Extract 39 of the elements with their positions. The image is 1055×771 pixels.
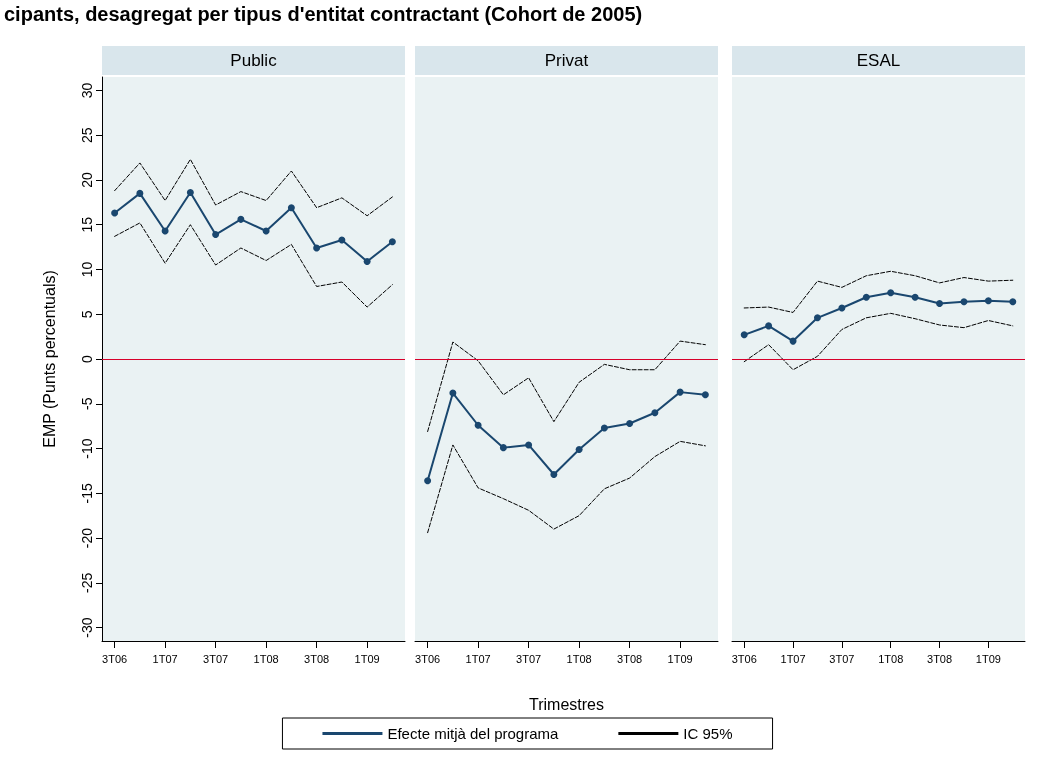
y-tick-label: 15 [79, 216, 95, 233]
x-tick-label: 3T08 [927, 652, 953, 665]
x-tick-label: 1T09 [667, 652, 693, 665]
y-tick-label: 20 [79, 171, 95, 188]
x-tick-label: 1T09 [354, 652, 380, 665]
x-tick-label: 3T06 [102, 652, 128, 665]
y-tick-label: -5 [79, 397, 95, 410]
y-tick-label: 0 [79, 354, 95, 363]
x-tick-label: 3T06 [415, 652, 441, 665]
legend-label: Efecte mitjà del programa [387, 725, 560, 742]
x-tick-label: 3T06 [731, 652, 757, 665]
text: cipants, desagregat per tipus d'entitat contractant (Cohort de 2005) [4, 3, 643, 25]
y-tick-label: 30 [79, 82, 95, 99]
x-tick-label: 1T07 [465, 652, 491, 665]
y-tick-label: 10 [79, 261, 95, 278]
y-tick-label: -30 [79, 617, 95, 638]
y-tick-label: -20 [79, 527, 95, 549]
x-tick-label: 1T08 [566, 652, 592, 665]
x-tick-label: 1T08 [253, 652, 279, 665]
x-axis-title: Trimestres [529, 695, 604, 713]
legend-label: IC 95% [683, 725, 733, 742]
x-tick-label: 1T07 [780, 652, 806, 665]
x-tick-label: 3T08 [304, 652, 330, 665]
x-tick-label: 1T07 [152, 652, 178, 665]
chart-title: Privat [544, 51, 589, 70]
y-tick-label: -25 [79, 572, 95, 593]
chart-title: Public [230, 51, 278, 70]
y-axis-title: EMP (Punts percentuals) [40, 270, 58, 448]
x-tick-label: 3T07 [516, 652, 542, 665]
chart-title: ESAL [856, 51, 901, 70]
y-tick-label: 5 [79, 310, 95, 319]
y-tick-label: -15 [79, 482, 95, 504]
x-tick-label: 1T08 [878, 652, 904, 665]
x-tick-label: 1T09 [975, 652, 1001, 665]
x-tick-label: 3T08 [617, 652, 643, 665]
y-tick-label: -10 [79, 438, 95, 459]
y-tick-label: 25 [79, 127, 95, 143]
x-tick-label: 3T07 [829, 652, 855, 665]
x-tick-label: 3T07 [203, 652, 229, 665]
